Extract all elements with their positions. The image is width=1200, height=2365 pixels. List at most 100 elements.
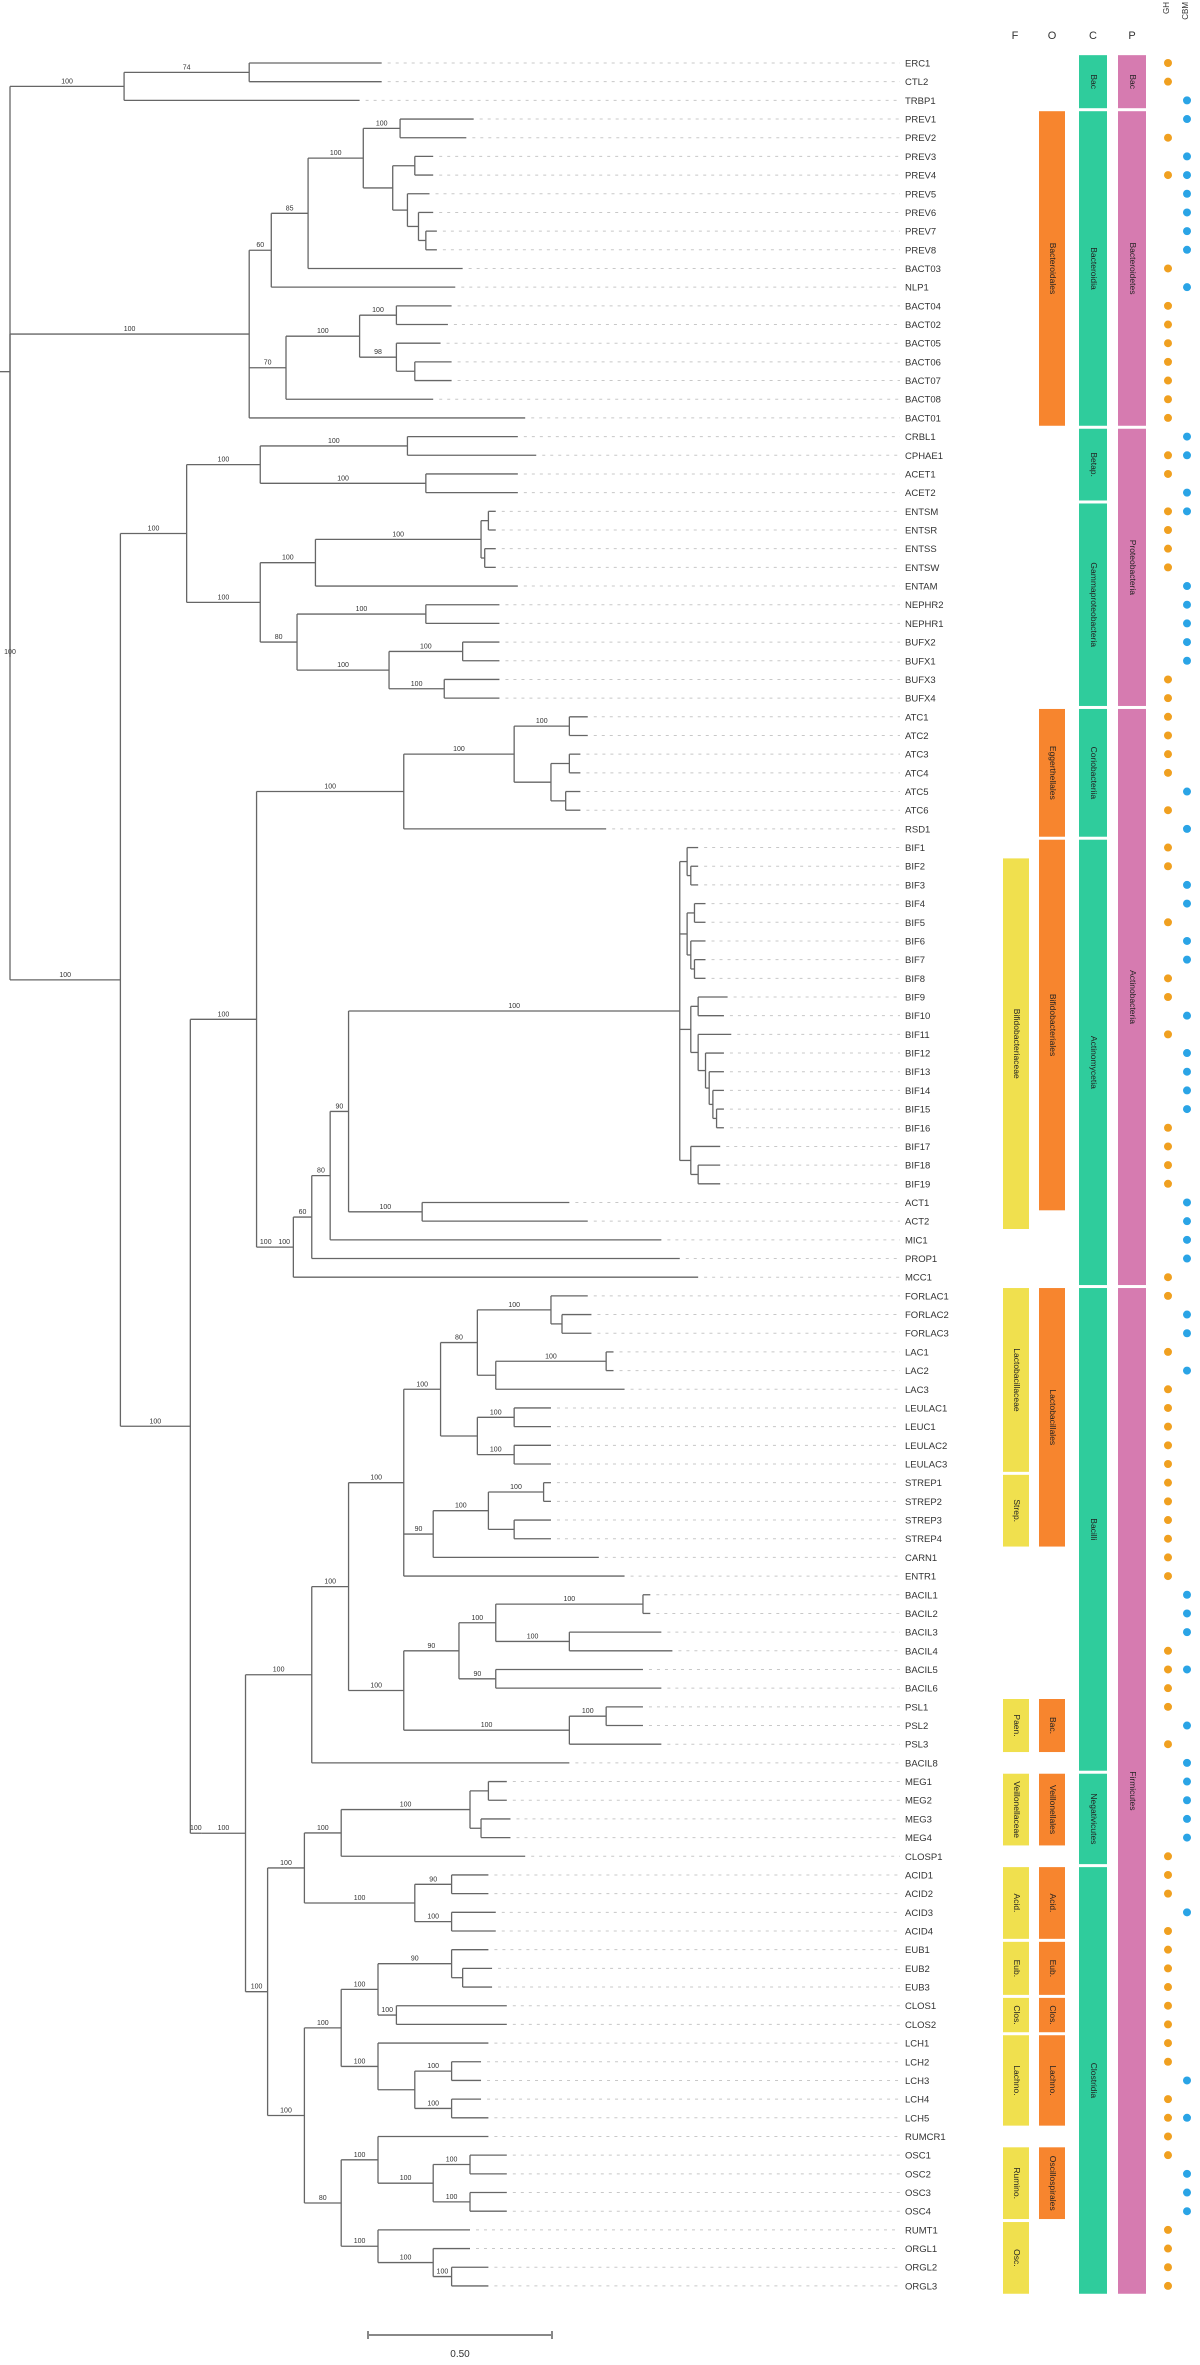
support-value: 100	[411, 681, 423, 688]
leaf-label: PSL1	[905, 1702, 928, 1713]
family-band	[1003, 1867, 1029, 1939]
marker-b-dot	[1183, 824, 1191, 833]
support-value: 100	[508, 1302, 520, 1309]
leaf-label: BUFX4	[905, 694, 936, 705]
class-band-label: Negativicutes	[1089, 1793, 1099, 1844]
marker-a-dot	[1164, 133, 1172, 142]
marker-a-dot	[1164, 2225, 1172, 2234]
leaf-label: BACIL4	[905, 1646, 938, 1657]
order-band	[1039, 1773, 1065, 1846]
phylum-band	[1118, 111, 1146, 426]
leaf-label: CTL2	[905, 77, 928, 88]
support-value: 100	[453, 746, 465, 753]
marker-b-dot	[1183, 1609, 1191, 1618]
marker-a-dot	[1164, 1161, 1172, 1170]
support-value: 80	[317, 1168, 325, 1175]
marker-a-dot	[1164, 918, 1172, 927]
marker-b-dot	[1183, 227, 1191, 236]
leaf-label: BACT05	[905, 339, 941, 350]
support-value: 100	[317, 1825, 329, 1832]
marker-a-dot	[1164, 731, 1172, 740]
marker-a-dot	[1164, 171, 1172, 180]
leaf-label: NEPHR1	[905, 619, 944, 630]
marker-b-dot	[1183, 1758, 1191, 1767]
leaf-label: NLP1	[905, 283, 929, 294]
support-value: 90	[473, 1671, 481, 1678]
support-value: 100	[455, 1503, 467, 1510]
leaf-label: ACET1	[905, 469, 936, 480]
marker-b-dot	[1183, 600, 1191, 609]
leaf-label: STREP4	[905, 1534, 942, 1545]
leaf-label: BACIL3	[905, 1628, 938, 1639]
leaf-label: ACT1	[905, 1198, 929, 1209]
marker-a-dot	[1164, 376, 1172, 385]
support-value: 100	[446, 2157, 458, 2164]
marker-a-dot	[1164, 1870, 1172, 1879]
support-value: 100	[354, 2238, 366, 2245]
support-value: 100	[400, 1802, 412, 1809]
family-band	[1003, 1997, 1029, 2033]
class-band	[1079, 428, 1107, 501]
support-value: 100	[148, 526, 160, 533]
leaf-label: PREV5	[905, 189, 936, 200]
marker-a-dot	[1164, 1142, 1172, 1151]
support-value: 100	[328, 438, 340, 445]
marker-b-dot	[1183, 1235, 1191, 1244]
leaf-label: ATC2	[905, 731, 929, 742]
leaf-label: BIF17	[905, 1142, 930, 1153]
support-value: 100	[370, 1682, 382, 1689]
marker-a-dot	[1164, 993, 1172, 1001]
support-value: 80	[275, 634, 283, 641]
leaf-label: LEUC1	[905, 1422, 936, 1433]
marker-a-dot	[1164, 1385, 1172, 1394]
order-band	[1039, 708, 1065, 837]
leaf-label: ENTSR	[905, 526, 937, 537]
support-value: 100	[282, 555, 294, 562]
marker-a-dot	[1164, 694, 1172, 703]
leaf-label: BIF16	[905, 1123, 930, 1134]
marker-b-dot	[1183, 245, 1191, 254]
leaf-label: ACET2	[905, 488, 936, 499]
marker-b-dot	[1183, 1628, 1191, 1637]
marker-b-dot	[1183, 1665, 1191, 1674]
support-value: 100	[337, 475, 349, 482]
marker-b-dot	[1183, 432, 1191, 441]
marker-a-dot	[1164, 544, 1172, 553]
leaf-label: ENTSS	[905, 544, 937, 555]
support-value: 90	[415, 1526, 423, 1533]
marker-a-dot	[1164, 1646, 1172, 1655]
leaf-label: EUB3	[905, 1983, 930, 1994]
marker-b-dot	[1183, 638, 1191, 647]
support-value: 100	[416, 1381, 428, 1388]
support-value: 80	[455, 1335, 463, 1342]
marker-b-dot	[1183, 1329, 1191, 1338]
leaf-label: BIF18	[905, 1161, 930, 1172]
order-band-label: Eggerthellales	[1048, 746, 1058, 800]
marker-a-dot	[1164, 339, 1172, 348]
marker-b-dot	[1183, 1105, 1191, 1114]
leaf-label: RUMT1	[905, 2225, 938, 2236]
support-value: 100	[536, 718, 548, 725]
order-band	[1039, 111, 1065, 426]
class-band	[1079, 839, 1107, 1286]
marker-b-dot	[1183, 619, 1191, 628]
support-value: 100	[564, 1596, 576, 1603]
class-band-label: Bacteroidia	[1089, 247, 1099, 290]
order-band	[1039, 2147, 1065, 2220]
phylum-band-label: Bac	[1128, 74, 1138, 89]
marker-a-dot	[1164, 675, 1172, 684]
marker-a-dot	[1164, 1291, 1172, 1300]
marker-a-dot	[1164, 2113, 1172, 2122]
marker-a-dot	[1164, 2039, 1172, 2048]
leaf-label: MEG3	[905, 1814, 932, 1825]
support-value: 100	[381, 2007, 393, 2014]
class-band-label: Actinomycetia	[1089, 1036, 1099, 1089]
leaf-label: LCH5	[905, 2113, 929, 2124]
marker-b-dot	[1183, 2113, 1191, 2122]
leaf-label: MEG2	[905, 1796, 932, 1807]
leaf-label: LEULAC1	[905, 1403, 947, 1414]
support-value: 100	[437, 2269, 449, 2276]
order-band	[1039, 1867, 1065, 1939]
marker-a-dot	[1164, 413, 1172, 422]
